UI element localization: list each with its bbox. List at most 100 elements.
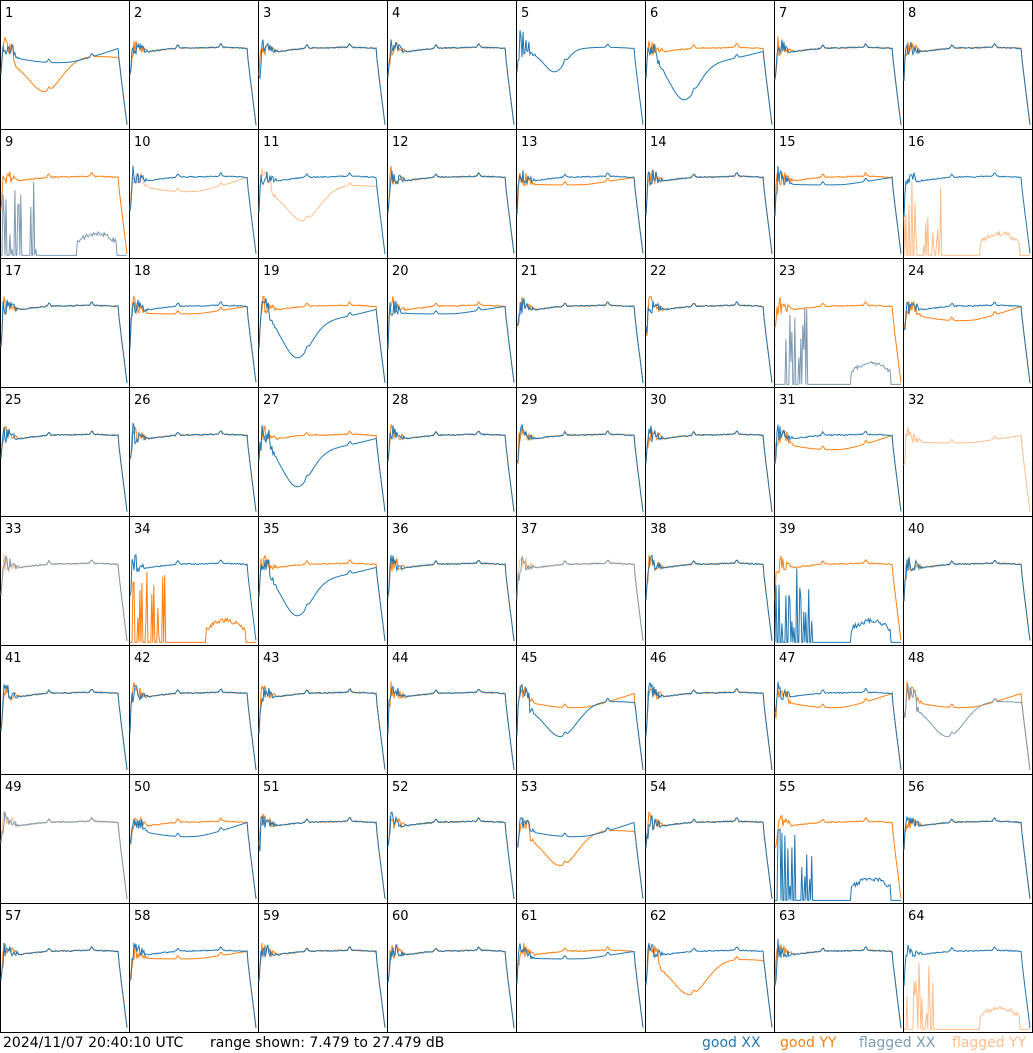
panel-53: 53 [516,774,646,904]
panel-label: 33 [5,522,22,537]
series-good-yy [0,35,128,125]
panel-label: 6 [650,6,658,21]
panel-label: 38 [650,522,667,537]
panel-40: 40 [903,516,1033,646]
series-flagged-yy [0,553,128,641]
series-flagged-yy [903,180,1030,256]
series-good-xx [516,423,644,512]
series-good-yy [0,685,128,771]
series-flagged-xx [0,555,128,642]
panel-22: 22 [645,258,775,388]
series-flagged-yy [0,810,128,899]
timestamp-label: 2024/11/07 20:40:10 UTC [3,1035,184,1051]
series-good-yy [645,810,773,899]
panel-52: 52 [387,774,517,904]
series-good-yy [903,41,1031,125]
panel-label: 56 [908,780,925,795]
panel-48: 48 [903,645,1033,775]
panel-label: 34 [134,522,151,537]
series-good-yy [516,686,644,770]
panel-label: 16 [908,135,925,150]
series-good-xx [903,816,1031,899]
series-good-xx [516,943,644,1028]
series-flagged-yy [516,556,644,641]
series-good-yy [903,681,1031,770]
series-good-xx [645,169,773,255]
series-good-yy [387,681,515,771]
panel-label: 20 [392,264,409,279]
panel-label: 62 [650,909,667,924]
panel-label: 40 [908,522,925,537]
panel-label: 18 [134,264,151,279]
range-label: range shown: 7.479 to 27.479 dB [210,1035,445,1051]
panel-label: 7 [779,6,787,21]
series-good-yy [387,424,515,513]
panel-label: 28 [392,393,409,408]
series-good-yy [645,944,773,1028]
panel-label: 5 [521,6,529,21]
panel-35: 35 [258,516,388,646]
panel-label: 35 [263,522,280,537]
series-good-yy [258,295,386,384]
panel-label: 8 [908,6,916,21]
panel-label: 24 [908,264,925,279]
series-good-xx [516,683,644,770]
panel-41: 41 [0,645,130,775]
series-good-yy [129,294,257,383]
panel-label: 48 [908,651,925,666]
panel-label: 4 [392,6,400,21]
series-good-xx [258,171,386,255]
series-good-yy [774,554,902,641]
panel-label: 61 [521,909,538,924]
series-good-yy [258,684,386,770]
series-good-xx [774,39,902,125]
panel-label: 22 [650,264,667,279]
series-good-xx [645,43,773,125]
series-good-xx [129,42,257,126]
panel-label: 59 [263,909,280,924]
series-flagged-xx [1,181,127,256]
series-good-yy [774,943,902,1029]
panel-2: 2 [129,0,259,130]
panel-label: 3 [263,6,271,21]
series-good-xx [129,819,257,899]
series-good-xx [903,41,1031,126]
panel-label: 47 [779,651,796,666]
legend-good-yy: good YY [780,1035,837,1051]
series-good-yy [0,171,128,254]
series-good-yy [774,429,902,512]
panel-8: 8 [903,0,1033,130]
panel-label: 30 [650,393,667,408]
series-flagged-xx [903,684,1031,770]
panel-label: 50 [134,780,151,795]
panel-28: 28 [387,387,517,517]
series-good-xx [387,555,515,642]
series-good-yy [387,943,515,1029]
panel-59: 59 [258,903,388,1033]
panel-frame [516,0,646,130]
series-good-xx [645,301,773,383]
series-good-yy [129,815,257,900]
series-good-xx [516,170,644,254]
series-good-xx [774,568,901,643]
panel-label: 58 [134,909,151,924]
panel-label: 13 [521,135,538,150]
series-good-yy [516,818,644,899]
series-good-xx [516,30,644,125]
series-good-xx [387,300,515,383]
panel-frame [645,0,775,130]
series-good-yy [774,36,902,126]
panel-20: 20 [387,258,517,388]
panel-label: 46 [650,651,667,666]
panel-label: 2 [134,6,142,21]
series-good-yy [645,168,773,254]
panel-51: 51 [258,774,388,904]
series-good-yy [130,571,256,643]
series-good-yy [387,296,515,383]
panel-label: 1 [5,6,13,21]
panel-label: 19 [263,264,280,279]
series-good-yy [258,44,386,126]
panel-12: 12 [387,129,517,259]
panel-21: 21 [516,258,646,388]
panel-25: 25 [0,387,130,517]
